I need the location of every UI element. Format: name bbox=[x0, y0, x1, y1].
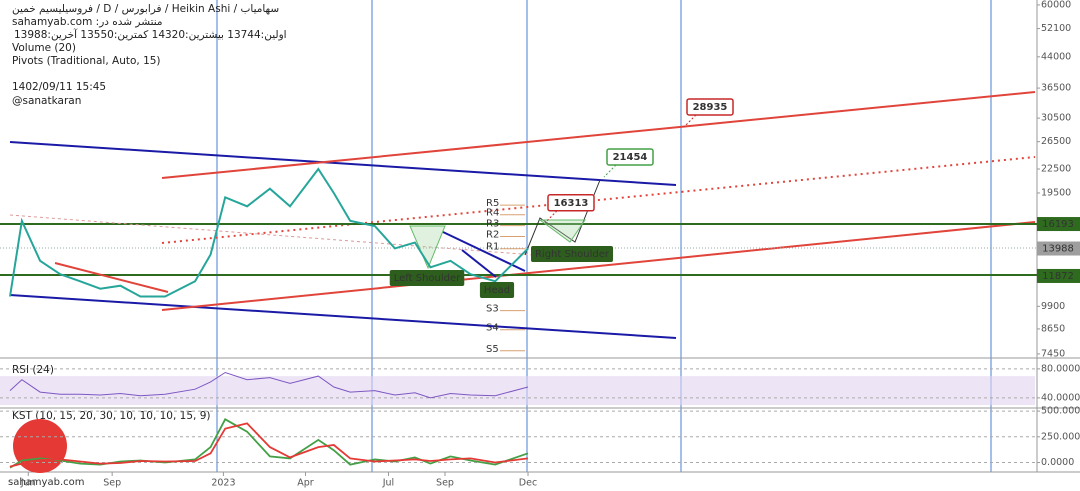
pivot-label: S5 bbox=[486, 344, 499, 355]
y-tick-label: 500.0000 bbox=[1041, 406, 1080, 417]
x-tick-label: Sep bbox=[103, 478, 121, 489]
ohlc-text: اولین:13744 بیشترین:14320 کمترین:13550 آ… bbox=[14, 28, 287, 41]
price-label-box bbox=[1037, 217, 1080, 232]
price-label: 13988 bbox=[1042, 244, 1074, 255]
price-label-box bbox=[1037, 241, 1080, 256]
subtitle: sahamyab.com :منتشر شده در bbox=[12, 16, 163, 28]
y-tick-label: 40.0000 bbox=[1041, 392, 1080, 403]
y-tick-label: 19500 bbox=[1041, 187, 1071, 198]
chart-title: فروسیلیسیم خمین / D / فرابورس / Heikin A… bbox=[12, 3, 279, 15]
indicator-label: Pivots (Traditional, Auto, 15) bbox=[12, 55, 161, 67]
price-label: 16193 bbox=[1042, 219, 1074, 230]
x-tick-label: Jun bbox=[20, 478, 36, 489]
series-line bbox=[9, 422, 529, 468]
annotation-box bbox=[547, 194, 595, 212]
series-line bbox=[9, 371, 529, 399]
pivot-label: S3 bbox=[486, 304, 499, 315]
panel-separators bbox=[0, 0, 1080, 473]
annotation-label: 16313 bbox=[554, 198, 589, 209]
y-tick-label: 52100 bbox=[1041, 23, 1071, 34]
y-tick-label: 30500 bbox=[1041, 113, 1071, 124]
pattern-label: Left Shoulder bbox=[394, 273, 461, 284]
pivot-label: R4 bbox=[486, 208, 499, 219]
x-tick-label: Apr bbox=[297, 478, 314, 489]
kst-title: KST (10, 15, 20, 30, 10, 10, 10, 15, 9) bbox=[12, 410, 210, 422]
pivot-label: R2 bbox=[486, 230, 499, 241]
pivot-label: R1 bbox=[486, 242, 499, 253]
pattern-label-box bbox=[530, 246, 614, 262]
annotation-box bbox=[606, 148, 654, 166]
annotation-pointer bbox=[544, 210, 558, 224]
price-label-box bbox=[1037, 268, 1080, 283]
pivot-label: R3 bbox=[486, 219, 499, 230]
timestamp: 1402/09/11 15:45 bbox=[12, 81, 106, 93]
y-tick-label: 0.0000 bbox=[1041, 457, 1074, 468]
annotation-pointer bbox=[683, 114, 697, 128]
drawings bbox=[0, 91, 1037, 339]
y-tick-label: 7450 bbox=[1041, 348, 1065, 359]
pattern-label-box bbox=[479, 282, 515, 298]
annotation-label: 21454 bbox=[613, 152, 648, 163]
y-tick-label: 80.0000 bbox=[1041, 363, 1080, 374]
y-tick-label: 44000 bbox=[1041, 51, 1071, 62]
pattern-label-box bbox=[389, 270, 465, 286]
y-tick-label: 26500 bbox=[1041, 136, 1071, 147]
pattern-label: Right Shoulder bbox=[535, 249, 610, 260]
y-tick-label: 60000 bbox=[1041, 0, 1071, 10]
rsi-band bbox=[0, 376, 1035, 406]
annotation-box bbox=[686, 98, 734, 116]
series-line bbox=[9, 167, 529, 298]
x-tick-label: Jul bbox=[382, 478, 394, 489]
pattern-label: Head bbox=[484, 285, 510, 296]
annotation-label: 28935 bbox=[693, 102, 728, 113]
price-label: 11872 bbox=[1042, 271, 1074, 282]
x-tick-label: Sep bbox=[436, 478, 454, 489]
y-tick-label: 8650 bbox=[1041, 323, 1065, 334]
y-tick-label: 250.0000 bbox=[1041, 431, 1080, 442]
y-tick-label: 9900 bbox=[1041, 301, 1065, 312]
y-tick-label: 22500 bbox=[1041, 164, 1071, 175]
logo bbox=[13, 419, 67, 473]
x-tick-label: Dec bbox=[519, 478, 537, 489]
series-line bbox=[9, 418, 529, 469]
y-tick-label: 36500 bbox=[1041, 83, 1071, 94]
author: @sanatkaran bbox=[12, 95, 81, 107]
pivot-label: R5 bbox=[486, 198, 499, 209]
pivot-label: S4 bbox=[486, 323, 499, 334]
annotation-pointer bbox=[603, 164, 617, 178]
rsi-title: RSI (24) bbox=[12, 364, 54, 376]
x-tick-label: 2023 bbox=[211, 478, 235, 489]
watermark: sahamyab.com bbox=[8, 477, 84, 488]
indicator-label: Volume (20) bbox=[12, 42, 76, 54]
